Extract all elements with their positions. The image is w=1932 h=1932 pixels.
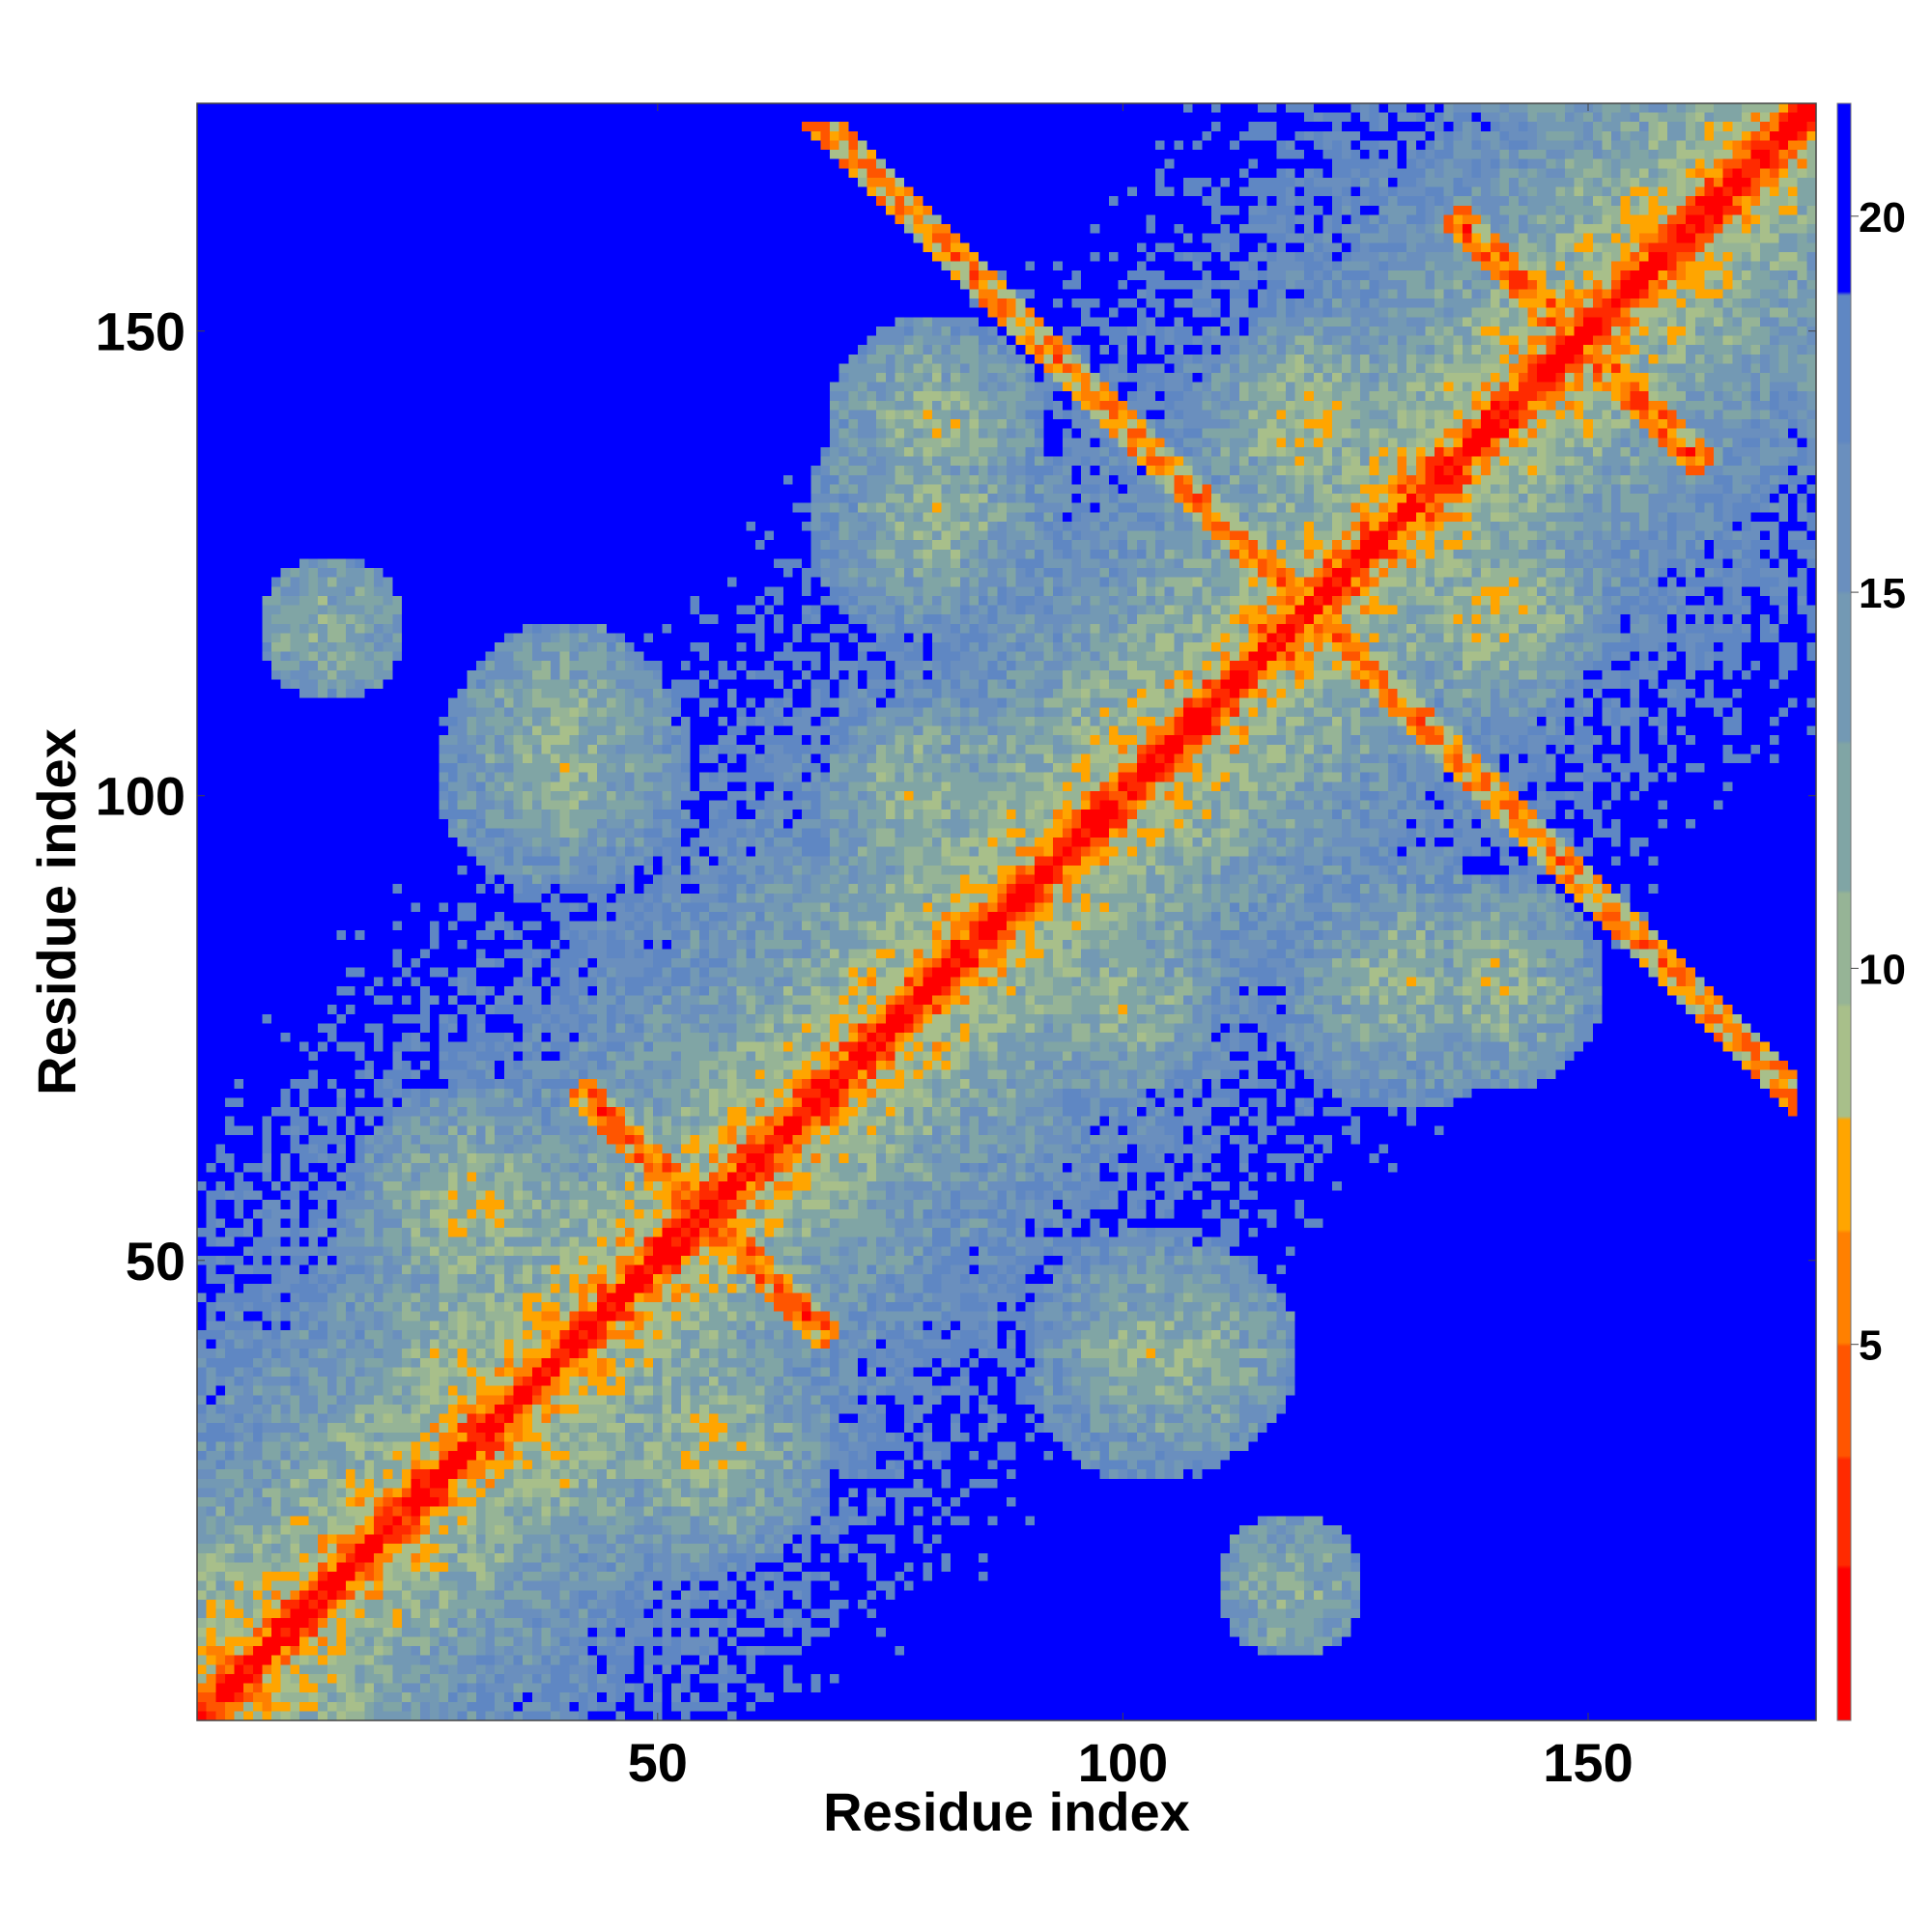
y-tick-label: 150 — [96, 301, 185, 362]
x-axis-title: Residue index — [823, 1781, 1190, 1842]
colorbar-tick-label: 5 — [1859, 1322, 1882, 1370]
x-tick-label: 150 — [1543, 1732, 1633, 1793]
heatmap-cells — [197, 103, 1816, 1720]
colorbar-tick-label: 20 — [1859, 194, 1906, 242]
plot-frame — [196, 102, 1817, 1721]
x-tick-label: 50 — [628, 1732, 688, 1793]
colorbar-gradient — [1837, 103, 1851, 1720]
x-axis-ticks: 50 100 150 — [628, 103, 1634, 1793]
colorbar-ticks: 5 10 15 20 — [1851, 194, 1906, 1370]
y-axis-title: Residue index — [26, 728, 87, 1095]
y-axis-ticks: 50 100 150 — [96, 301, 1816, 1292]
y-tick-label: 50 — [126, 1231, 185, 1292]
y-tick-label: 100 — [96, 766, 185, 827]
x-tick-label: 100 — [1078, 1732, 1168, 1793]
colorbar-tick-label: 15 — [1859, 570, 1906, 617]
colorbar-frame — [1836, 102, 1852, 1721]
colorbar-tick-label: 10 — [1859, 946, 1906, 993]
